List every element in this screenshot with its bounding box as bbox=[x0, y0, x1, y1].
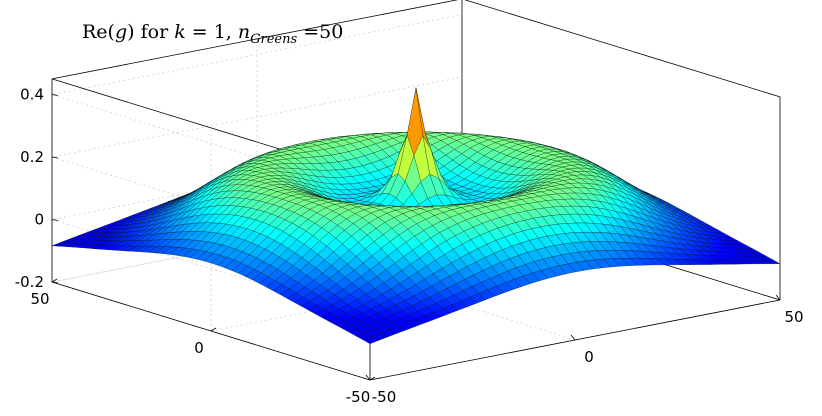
x-tick-mark bbox=[365, 374, 371, 381]
chart-title: Re(g) for k = 1, nGreens =50 bbox=[82, 21, 343, 47]
z-tick-mark bbox=[51, 219, 59, 221]
z-tick-label: -0.2 bbox=[15, 273, 44, 291]
surface-mesh bbox=[51, 87, 781, 344]
y-tick-label: -50 bbox=[346, 388, 371, 406]
surface-patch bbox=[763, 259, 781, 264]
z-tick-mark bbox=[51, 156, 59, 159]
z-tick-label: 0.2 bbox=[20, 148, 44, 166]
x-tick-label: 50 bbox=[784, 308, 803, 326]
y-tick-mark bbox=[51, 278, 58, 283]
y-tick-label: 50 bbox=[30, 290, 49, 308]
y-tick-mark bbox=[210, 327, 217, 332]
axis-ticks: -0.2 0 0.2 0.4 -50 0 50 -50 0 50 bbox=[15, 86, 804, 407]
z-tick-label: 0 bbox=[34, 211, 44, 229]
z-tick-label: 0.4 bbox=[20, 86, 44, 104]
z-tick-mark bbox=[51, 94, 59, 96]
x-tick-mark bbox=[570, 334, 576, 341]
z-tick-mark bbox=[51, 281, 59, 284]
x-tick-mark bbox=[775, 294, 781, 301]
y-tick-label: 0 bbox=[194, 339, 204, 357]
x-tick-label: 0 bbox=[584, 348, 594, 366]
y-tick-mark bbox=[369, 376, 376, 381]
x-tick-label: -50 bbox=[372, 388, 397, 406]
